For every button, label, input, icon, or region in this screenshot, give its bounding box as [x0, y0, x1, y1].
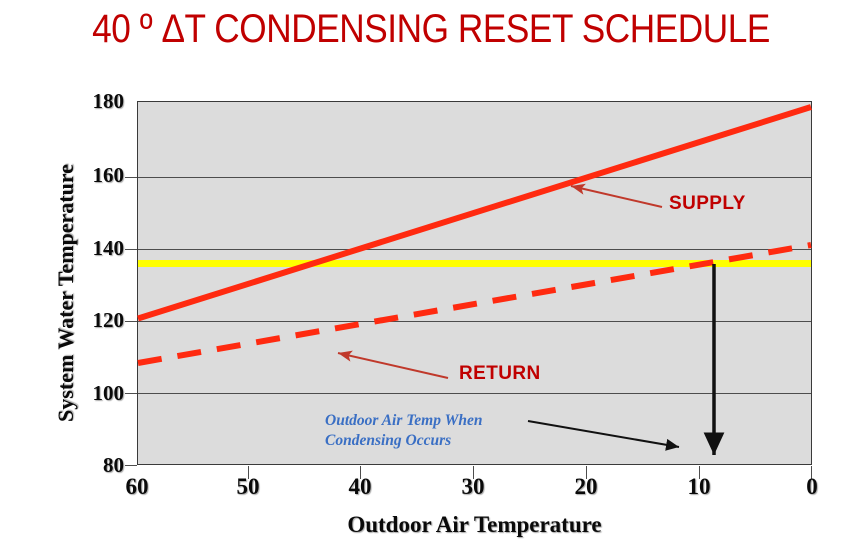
x-tick-label-50: 50 [236, 474, 260, 499]
y-tick-mark-80 [125, 465, 137, 466]
gridline-100 [138, 393, 811, 394]
x-tick-mark-50 [248, 466, 249, 479]
condensing-annotation-line2: Condensing Occurs [325, 432, 452, 449]
x-tick-label-30: 30 [461, 474, 485, 499]
gridline-140 [138, 249, 811, 250]
return-series-label: RETURN [459, 363, 541, 384]
x-tick-mark-30 [473, 466, 474, 479]
y-tick-label-100: 100 [92, 381, 125, 405]
y-tick-mark-160 [125, 177, 137, 178]
gridline-160 [138, 177, 811, 178]
x-tick-mark-40 [360, 466, 361, 479]
x-tick-mark-0 [811, 466, 812, 479]
x-tick-mark-10 [699, 466, 700, 479]
y-tick-mark-140 [125, 249, 137, 250]
condensing-annotation: Outdoor Air Temp When Condensing Occurs [325, 411, 482, 451]
y-tick-label-80: 80 [103, 453, 124, 477]
chart-title: 40 º ΔT CONDENSING RESET SCHEDULE [92, 7, 770, 51]
y-tick-mark-100 [125, 393, 137, 394]
condensing-annotation-line1: Outdoor Air Temp When [325, 412, 483, 429]
y-tick-mark-120 [125, 321, 137, 322]
y-tick-label-160: 160 [92, 163, 125, 187]
x-tick-label-0: 0 [806, 474, 818, 499]
x-tick-label-60: 60 [125, 474, 149, 499]
y-tick-label-140: 140 [92, 236, 125, 260]
x-tick-label-40: 40 [348, 474, 372, 499]
x-tick-label-10: 10 [687, 474, 711, 499]
gridline-120 [138, 321, 811, 322]
y-tick-label-180: 180 [92, 89, 125, 113]
x-tick-label-20: 20 [574, 474, 598, 499]
y-tick-label-120: 120 [92, 308, 125, 332]
supply-series-label: SUPPLY [669, 193, 746, 214]
x-tick-mark-20 [586, 466, 587, 479]
x-axis-title: Outdoor Air Temperature [347, 512, 602, 537]
